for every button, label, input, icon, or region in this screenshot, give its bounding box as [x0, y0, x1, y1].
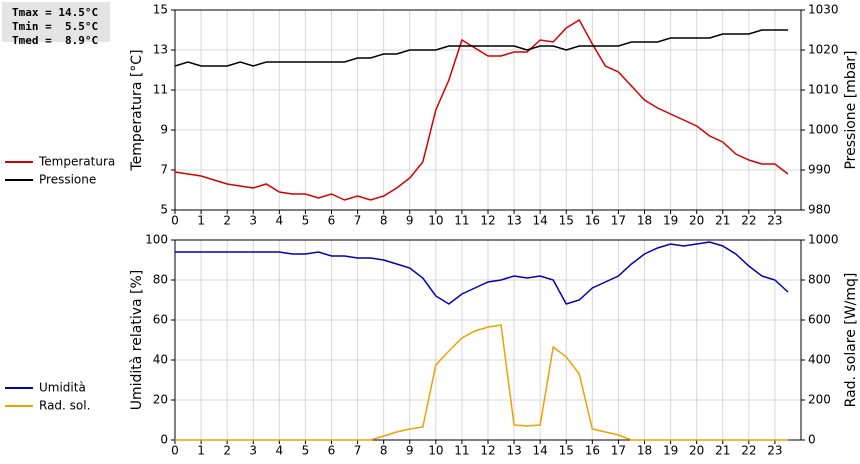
x-tick-label: 19	[663, 444, 678, 458]
x-tick-label: 0	[171, 214, 179, 228]
y-tick-label: 40	[153, 353, 168, 367]
x-tick-label: 5	[302, 444, 310, 458]
y2-tick-label: 990	[808, 163, 831, 177]
x-tick-label: 4	[276, 214, 284, 228]
y2-tick-label: 600	[808, 313, 831, 327]
x-tick-label: 15	[559, 444, 574, 458]
x-tick-label: 2	[223, 214, 231, 228]
x-tick-label: 12	[480, 444, 495, 458]
y2-tick-label: 800	[808, 273, 831, 287]
y-tick-label: 80	[153, 273, 168, 287]
series-line	[175, 241, 789, 305]
x-tick-label: 8	[380, 444, 388, 458]
x-tick-label: 14	[533, 444, 548, 458]
x-tick-label: 11	[454, 444, 469, 458]
y-tick-label: 15	[153, 3, 168, 17]
y2-tick-label: 200	[808, 393, 831, 407]
legend-label: Umidità	[39, 381, 86, 395]
y-tick-label: 20	[153, 393, 168, 407]
stat-line: Tmed = 8.9°C	[12, 34, 98, 47]
x-tick-label: 7	[354, 214, 362, 228]
y2-tick-label: 0	[808, 433, 816, 447]
x-tick-label: 6	[328, 214, 336, 228]
stat-line: Tmin = 5.5°C	[12, 20, 98, 33]
x-tick-label: 16	[585, 444, 600, 458]
y-tick-label: 9	[160, 123, 168, 137]
x-tick-label: 4	[276, 444, 284, 458]
y2-tick-label: 1030	[808, 3, 839, 17]
y-tick-label: 60	[153, 313, 168, 327]
legend-label: Rad. sol.	[39, 399, 90, 413]
x-tick-label: 22	[741, 444, 756, 458]
x-tick-label: 10	[428, 214, 443, 228]
x-tick-label: 3	[249, 444, 257, 458]
x-tick-label: 23	[767, 214, 782, 228]
stats-box	[2, 2, 110, 42]
stat-line: Tmax = 14.5°C	[12, 6, 98, 19]
x-tick-label: 15	[559, 214, 574, 228]
y2-tick-label: 1020	[808, 43, 839, 57]
x-tick-label: 1	[197, 214, 205, 228]
x-tick-label: 13	[506, 444, 521, 458]
x-tick-label: 14	[533, 214, 548, 228]
y-axis-title: Umidità relativa [%]	[129, 270, 145, 411]
x-tick-label: 10	[428, 444, 443, 458]
y2-tick-label: 980	[808, 203, 831, 217]
x-tick-label: 3	[249, 214, 257, 228]
y-tick-label: 11	[153, 83, 168, 97]
y-axis-title: Temperatura [°C]	[129, 49, 145, 171]
x-tick-label: 7	[354, 444, 362, 458]
y2-axis-title: Pressione [mbar]	[843, 50, 859, 169]
x-tick-label: 20	[689, 214, 704, 228]
series-line	[174, 18, 789, 201]
x-tick-label: 9	[406, 444, 414, 458]
x-tick-label: 18	[637, 444, 652, 458]
y-tick-label: 0	[160, 433, 168, 447]
plot-frame	[174, 9, 802, 211]
x-tick-label: 17	[611, 444, 626, 458]
x-tick-label: 2	[223, 444, 231, 458]
y2-tick-label: 1010	[808, 83, 839, 97]
x-tick-label: 0	[171, 444, 179, 458]
y2-tick-label: 1000	[808, 123, 839, 137]
series-line	[174, 29, 788, 67]
x-tick-label: 20	[689, 444, 704, 458]
legend-label: Temperatura	[38, 155, 115, 169]
x-tick-label: 13	[506, 214, 521, 228]
y-tick-label: 5	[160, 203, 168, 217]
y-tick-label: 100	[145, 233, 168, 247]
x-tick-label: 16	[585, 214, 600, 228]
y-tick-label: 13	[153, 43, 168, 57]
series-line	[175, 324, 788, 441]
x-tick-label: 6	[328, 444, 336, 458]
legend-label: Pressione	[39, 173, 96, 187]
x-tick-label: 5	[302, 214, 310, 228]
x-tick-label: 1	[197, 444, 205, 458]
x-tick-label: 17	[611, 214, 626, 228]
x-tick-label: 8	[380, 214, 388, 228]
x-tick-label: 21	[715, 444, 730, 458]
x-tick-label: 9	[406, 214, 414, 228]
x-tick-label: 23	[767, 444, 782, 458]
x-tick-label: 18	[637, 214, 652, 228]
x-tick-label: 11	[454, 214, 469, 228]
y2-axis-title: Rad. solare [W/mq]	[843, 273, 859, 408]
plot-frame	[174, 239, 802, 441]
x-tick-label: 21	[715, 214, 730, 228]
x-tick-label: 19	[663, 214, 678, 228]
y2-tick-label: 400	[808, 353, 831, 367]
x-tick-label: 12	[480, 214, 495, 228]
y-tick-label: 7	[160, 163, 168, 177]
y2-tick-label: 1000	[808, 233, 839, 247]
x-tick-label: 22	[741, 214, 756, 228]
